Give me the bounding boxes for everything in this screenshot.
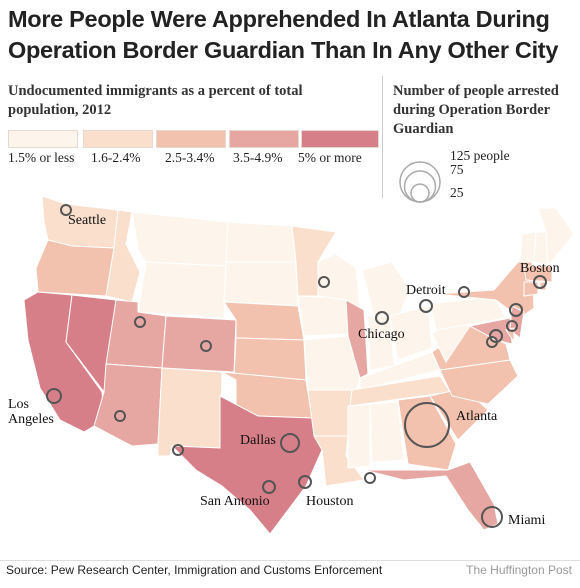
state-me <box>537 207 575 268</box>
legend-swatch <box>8 130 78 148</box>
city-label: Detroit <box>406 283 446 298</box>
state-ne <box>223 301 305 341</box>
bubbles-layer <box>46 204 547 528</box>
city-bubble <box>509 303 523 317</box>
city-bubble <box>486 336 498 348</box>
city-label: Dallas <box>240 433 276 448</box>
state-ms <box>347 403 371 469</box>
legend-swatch <box>83 130 153 148</box>
labels-layer: Seattle Boston Detroit Chicago Los Angeles Atl… <box>8 213 560 528</box>
city-label: Los Angeles <box>8 397 54 427</box>
legend-swatch <box>229 130 299 148</box>
color-legend-title: Undocumented immigrants as a percent of … <box>8 83 303 118</box>
city-bubble-los-angeles <box>46 388 62 404</box>
size-legend-label: 75 <box>450 162 464 177</box>
legend-swatch-label: 1.6-2.4% <box>91 150 141 165</box>
city-label: Chicago <box>358 327 405 342</box>
city-bubble-san-antonio <box>262 480 276 494</box>
city-label: Houston <box>306 494 353 509</box>
state-nm <box>157 367 223 457</box>
city-bubble-detroit <box>419 299 433 313</box>
size-legend-title: Number of people arrested during Operati… <box>393 83 559 137</box>
size-legend-circle <box>399 161 441 203</box>
city-label: San Antonio <box>200 494 270 509</box>
state-pa <box>429 295 507 331</box>
chart-title: More People Were Apprehended In Atlanta … <box>8 6 559 63</box>
state-co <box>161 315 237 373</box>
state-ct <box>523 281 539 297</box>
city-bubble-seattle <box>60 204 72 216</box>
size-legend-label: 25 <box>450 185 464 200</box>
city-bubble-chicago <box>375 311 389 325</box>
state-mt <box>131 211 229 267</box>
state-ga <box>397 395 457 471</box>
state-il <box>345 299 369 379</box>
state-al <box>369 401 405 463</box>
state-or <box>35 239 115 297</box>
legend-swatch-label: 3.5-4.9% <box>233 150 283 165</box>
city-bubble <box>114 410 126 422</box>
source-note: Source: Pew Research Center, Immigration… <box>6 563 383 577</box>
city-label: Boston <box>520 261 560 276</box>
credit: The Huffington Post <box>466 563 572 577</box>
state-ia <box>297 295 349 337</box>
city-bubble <box>172 444 184 456</box>
legend-swatch-label: 1.5% or less <box>8 150 75 165</box>
city-bubble <box>364 472 376 484</box>
footer-divider <box>0 560 580 561</box>
state-oh <box>389 305 433 361</box>
city-bubble-dallas <box>280 433 300 453</box>
legend-swatch-label: 5% or more <box>298 150 362 165</box>
legend-swatch <box>156 130 226 148</box>
size-legend-label: 125 people <box>450 148 510 163</box>
city-bubble <box>458 286 470 298</box>
city-bubble-houston <box>298 475 312 489</box>
state-nd <box>225 221 297 263</box>
city-bubble-miami <box>481 506 503 528</box>
city-bubble <box>318 276 330 288</box>
city-bubble <box>200 340 212 352</box>
size-legend-circle <box>403 170 437 203</box>
city-bubble-atlanta <box>404 402 450 448</box>
state-fl <box>363 461 499 531</box>
city-bubble <box>134 316 146 328</box>
state-mi <box>361 261 411 319</box>
legend-swatch-label: 2.5-3.4% <box>165 150 215 165</box>
state-mo <box>303 335 361 393</box>
size-legend-circle <box>410 183 430 203</box>
city-label: Seattle <box>68 213 106 228</box>
state-ar <box>307 389 353 437</box>
state-wy <box>137 261 227 319</box>
city-bubble <box>506 320 518 332</box>
city-label: Miami <box>508 513 545 528</box>
city-bubble-boston <box>533 275 547 289</box>
legend-divider <box>382 76 383 198</box>
state-sd <box>223 261 299 307</box>
state-id <box>105 209 141 303</box>
state-vt <box>519 231 537 263</box>
legend-swatch <box>301 130 379 148</box>
city-label: Atlanta <box>456 409 498 424</box>
